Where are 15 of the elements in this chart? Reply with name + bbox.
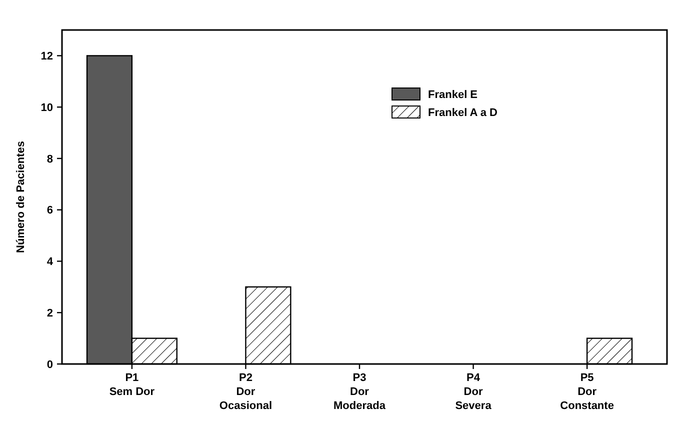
y-tick-label: 6: [46, 204, 53, 217]
x-tick-label: P2 Dor Ocasional: [219, 372, 272, 412]
x-tick-label: P5 Dor Constante: [560, 372, 614, 412]
x-tick-label: P3 Dor Moderada: [334, 372, 386, 412]
x-tick-label: P1 Sem Dor: [109, 372, 156, 398]
y-tick-label: 8: [46, 153, 53, 166]
legend-label: Frankel E: [428, 88, 478, 101]
x-tick-label: P4 Dor Severa: [455, 372, 492, 412]
y-tick-label: 2: [46, 307, 53, 320]
y-tick-label: 0: [46, 358, 53, 371]
y-tick-label: 12: [40, 50, 53, 63]
legend-label: Frankel A a D: [428, 106, 498, 119]
y-tick-label: 10: [40, 102, 53, 114]
y-axis-title: Número de Pacientes: [15, 141, 27, 253]
y-tick-label: 4: [46, 256, 54, 268]
